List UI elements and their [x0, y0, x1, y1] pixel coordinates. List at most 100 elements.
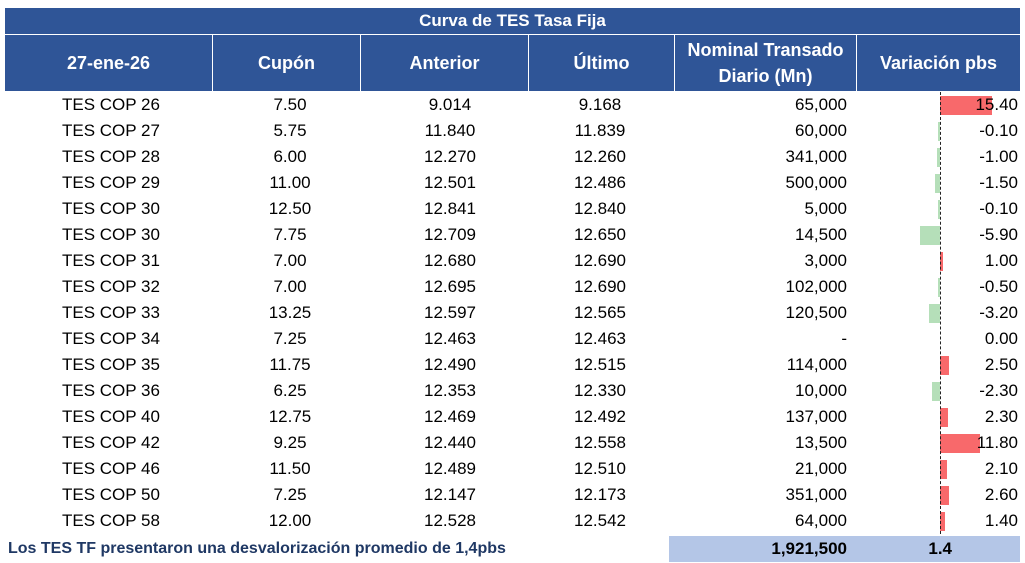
nominal-cell: 65,000 — [795, 95, 847, 114]
variacion-cell: -0.10 — [850, 196, 1020, 222]
table-row: TES COP 28 6.00 12.270 12.260 341,000 -1.00 — [5, 144, 1020, 170]
anterior-cell: 12.463 — [424, 329, 476, 348]
variacion-cell: -5.90 — [850, 222, 1020, 248]
nominal-cell: 10,000 — [795, 381, 847, 400]
bond-name: TES COP 35 — [62, 355, 160, 374]
variation-bar-negative — [934, 174, 940, 193]
cupon-cell: 12.50 — [268, 199, 312, 218]
anterior-cell: 12.680 — [424, 251, 476, 270]
ultimo-cell: 12.492 — [574, 407, 626, 426]
table-title: Curva de TES Tasa Fija — [5, 8, 1020, 35]
variacion-cell: 2.30 — [850, 404, 1020, 430]
variacion-value: 2.10 — [984, 459, 1018, 478]
average-variacion: 1.4 — [928, 539, 952, 558]
bond-name: TES COP 40 — [62, 407, 160, 426]
variacion-value: 1.00 — [984, 251, 1018, 270]
cupon-cell: 7.00 — [273, 277, 307, 296]
bond-name: TES COP 26 — [62, 95, 160, 114]
variacion-cell: -0.10 — [850, 118, 1020, 144]
ultimo-cell: 11.839 — [574, 121, 626, 140]
table-body: TES COP 26 7.50 9.014 9.168 65,000 15.40 TES C… — [5, 92, 1020, 534]
anterior-cell: 12.528 — [424, 511, 476, 530]
ultimo-cell: 12.690 — [574, 251, 626, 270]
anterior-cell: 12.597 — [424, 303, 476, 322]
variacion-cell: -1.50 — [850, 170, 1020, 196]
nominal-cell: 14,500 — [795, 225, 847, 244]
bond-name: TES COP 29 — [62, 173, 160, 192]
footer-summary: Los TES TF presentaron una desvalorizaci… — [8, 540, 506, 557]
footer-totals: 1,921,500 1.4 — [669, 536, 1020, 562]
cupon-cell: 7.25 — [273, 485, 307, 504]
variacion-cell: 15.40 — [850, 92, 1020, 118]
ultimo-cell: 12.260 — [574, 147, 626, 166]
anterior-cell: 12.353 — [424, 381, 476, 400]
cupon-cell: 11.50 — [269, 459, 311, 478]
total-nominal: 1,921,500 — [771, 539, 847, 558]
ultimo-cell: 12.558 — [574, 433, 626, 452]
variacion-cell: 1.40 — [850, 508, 1020, 534]
bond-name: TES COP 58 — [62, 511, 160, 530]
ultimo-cell: 12.463 — [574, 329, 626, 348]
variacion-value: 2.50 — [984, 355, 1018, 374]
variacion-value: -1.50 — [979, 173, 1018, 192]
variacion-cell: -1.00 — [850, 144, 1020, 170]
variacion-value: -5.90 — [979, 225, 1018, 244]
nominal-cell: 64,000 — [795, 511, 847, 530]
cupon-cell: 7.50 — [273, 95, 307, 114]
table-row: TES COP 26 7.50 9.014 9.168 65,000 15.40 — [5, 92, 1020, 118]
variacion-value: 15.40 — [975, 95, 1018, 114]
table-row: TES COP 30 12.50 12.841 12.840 5,000 -0.10 — [5, 196, 1020, 222]
anterior-cell: 12.490 — [424, 355, 476, 374]
table-row: TES COP 50 7.25 12.147 12.173 351,000 2.60 — [5, 482, 1020, 508]
bond-name: TES COP 30 — [62, 225, 160, 244]
header-date: 27-ene-26 — [5, 35, 213, 91]
nominal-cell: 13,500 — [795, 433, 847, 452]
nominal-cell: 102,000 — [785, 277, 847, 296]
bond-name: TES COP 31 — [62, 251, 160, 270]
table-row: TES COP 31 7.00 12.680 12.690 3,000 1.00 — [5, 248, 1020, 274]
variacion-value: -0.10 — [979, 121, 1018, 140]
bond-name: TES COP 36 — [62, 381, 160, 400]
ultimo-cell: 9.168 — [578, 95, 622, 114]
variation-bar-negative — [938, 122, 940, 141]
variacion-value: -1.00 — [979, 147, 1018, 166]
anterior-cell: 12.440 — [424, 433, 476, 452]
variation-bar-negative — [938, 278, 940, 297]
variacion-value: -2.30 — [979, 381, 1018, 400]
table-row: TES COP 58 12.00 12.528 12.542 64,000 1.40 — [5, 508, 1020, 534]
header-anterior: Anterior — [361, 35, 529, 91]
cupon-cell: 5.75 — [273, 121, 307, 140]
nominal-cell: 114,000 — [786, 355, 847, 374]
bond-name: TES COP 30 — [62, 199, 160, 218]
variacion-cell: 2.50 — [850, 352, 1020, 378]
cupon-cell: 9.25 — [273, 433, 307, 452]
variation-bar-positive — [940, 252, 944, 271]
variacion-cell: -2.30 — [850, 378, 1020, 404]
header-cupon: Cupón — [213, 35, 361, 91]
anterior-cell: 12.147 — [424, 485, 476, 504]
table-row: TES COP 40 12.75 12.469 12.492 137,000 2.30 — [5, 404, 1020, 430]
bond-name: TES COP 42 — [62, 433, 160, 452]
variation-bar-positive — [940, 356, 949, 375]
table-row: TES COP 29 11.00 12.501 12.486 500,000 -1.50 — [5, 170, 1020, 196]
anterior-cell: 12.695 — [424, 277, 476, 296]
ultimo-cell: 12.565 — [574, 303, 626, 322]
ultimo-cell: 12.840 — [574, 199, 626, 218]
variacion-cell: 0.00 — [850, 326, 1020, 352]
ultimo-cell: 12.486 — [574, 173, 626, 192]
cupon-cell: 6.00 — [273, 147, 307, 166]
anterior-cell: 12.489 — [424, 459, 476, 478]
ultimo-cell: 12.690 — [574, 277, 626, 296]
bond-name: TES COP 27 — [62, 121, 160, 140]
anterior-cell: 12.841 — [424, 199, 476, 218]
variation-bar-positive — [940, 96, 993, 115]
table-row: TES COP 42 9.25 12.440 12.558 13,500 11.80 — [5, 430, 1020, 456]
anterior-cell: 12.270 — [424, 147, 476, 166]
cupon-cell: 7.00 — [273, 251, 307, 270]
nominal-cell: - — [841, 329, 847, 348]
ultimo-cell: 12.515 — [574, 355, 626, 374]
nominal-cell: 21,000 — [795, 459, 847, 478]
anterior-cell: 11.840 — [424, 121, 476, 140]
cupon-cell: 12.00 — [268, 511, 312, 530]
variacion-value: 11.80 — [976, 433, 1018, 452]
